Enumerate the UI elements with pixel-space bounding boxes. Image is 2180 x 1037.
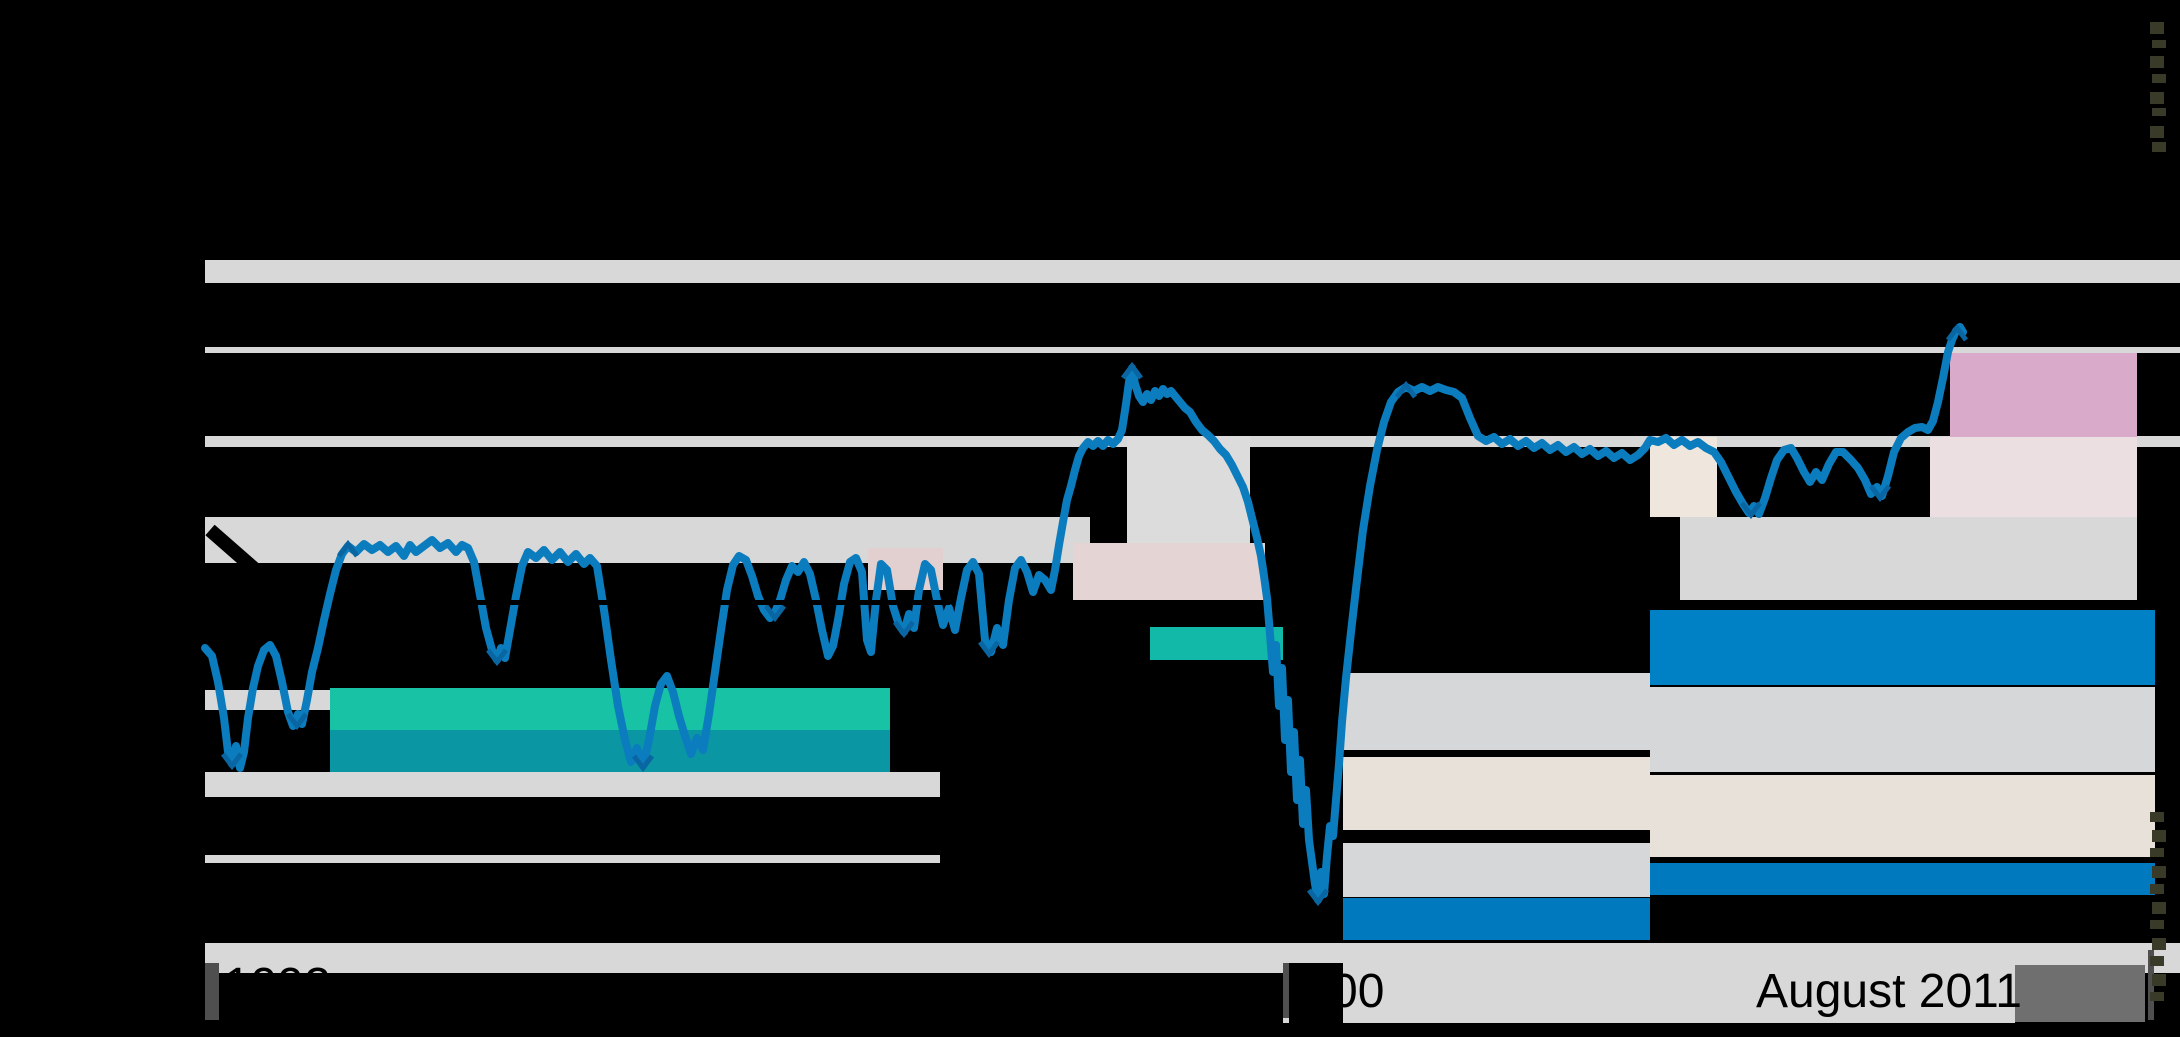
- series-blue-line: [201, 323, 1967, 904]
- blue-slab-b1: [1650, 610, 2155, 685]
- pink-patch-2: [1073, 543, 1265, 600]
- gray-slab-c: [1680, 517, 2137, 600]
- x-axis-tick-0: [205, 963, 219, 1020]
- line-marker: [978, 640, 1000, 659]
- line-marker: [632, 754, 654, 773]
- black-diagonal-overlay: [205, 524, 263, 578]
- x-axis-tick-2: [2148, 950, 2154, 1020]
- watermark-glyph-mark: [2152, 830, 2166, 842]
- x-axis-gray-box: [2015, 965, 2145, 1022]
- gridband-1: [205, 260, 2180, 283]
- gridband-4-left: [205, 772, 940, 797]
- line-marker: [1395, 380, 1417, 399]
- line-marker: [1121, 361, 1143, 380]
- pink-rose-slab: [1950, 353, 2137, 437]
- blue-slab-b2: [1650, 863, 2155, 895]
- watermark-glyph-mark: [2152, 866, 2166, 878]
- watermark-glyph-mark: [2150, 22, 2164, 34]
- black-gridline-overlay: [420, 600, 950, 605]
- teal-region-bottom: [330, 730, 890, 772]
- gridband-2: [205, 347, 2180, 353]
- watermark-glyph-mark: [2152, 938, 2166, 950]
- watermark-glyph-mark: [2150, 812, 2164, 822]
- blue-slab-a: [1343, 898, 1650, 940]
- watermark-glyph-mark: [2152, 974, 2166, 986]
- watermark-glyph-mark: [2152, 108, 2166, 116]
- watermark-glyph-mark: [2150, 992, 2164, 1001]
- gray-slab-a2: [1343, 843, 1650, 897]
- teal-region-top: [330, 688, 890, 730]
- x-axis-label-middle: 1:00: [1291, 965, 1385, 1018]
- gray-slab-a1: [1343, 673, 1650, 750]
- line-marker: [1869, 484, 1891, 503]
- line-marker: [1740, 501, 1762, 520]
- x-axis-black-box: [1289, 963, 1343, 1037]
- line-marker: [286, 712, 308, 731]
- watermark-glyph-mark: [2150, 56, 2164, 68]
- line-marker: [764, 604, 786, 623]
- watermark-glyph-mark: [2150, 956, 2164, 966]
- line-marker: [893, 620, 915, 639]
- pale-rose-slab: [1930, 437, 2137, 517]
- watermark-glyph-mark: [2150, 920, 2164, 929]
- watermark-glyph-mark: [2152, 142, 2166, 152]
- line-marker: [1307, 888, 1329, 907]
- watermark-glyph-mark: [2150, 848, 2164, 857]
- watermark-glyph-mark: [2152, 902, 2166, 914]
- x-axis-label-start: 1992: [224, 959, 331, 1012]
- gridband-5-left: [205, 855, 940, 863]
- gridband-left-690: [205, 690, 330, 710]
- x-axis-label-end: August 2011: [1756, 965, 2022, 1018]
- x-axis-label-background: [1283, 943, 2015, 1023]
- watermark-glyph-mark: [2152, 40, 2166, 48]
- beige-slab-b: [1650, 775, 2155, 857]
- beige-slab-a: [1343, 757, 1650, 830]
- line-marker: [486, 648, 508, 667]
- watermark-glyph-mark: [2150, 884, 2164, 894]
- watermark-glyph-mark: [2152, 74, 2166, 83]
- line-marker: [1946, 323, 1968, 342]
- line-marker: [337, 539, 359, 558]
- gray-slab-b1: [1650, 687, 2155, 772]
- line-marker: [221, 752, 243, 771]
- x-axis-tick-1: [1283, 963, 1289, 1018]
- watermark-glyph-mark: [2150, 126, 2164, 138]
- teal-patch-2: [1150, 627, 1283, 660]
- watermark-glyph-mark: [2150, 92, 2164, 104]
